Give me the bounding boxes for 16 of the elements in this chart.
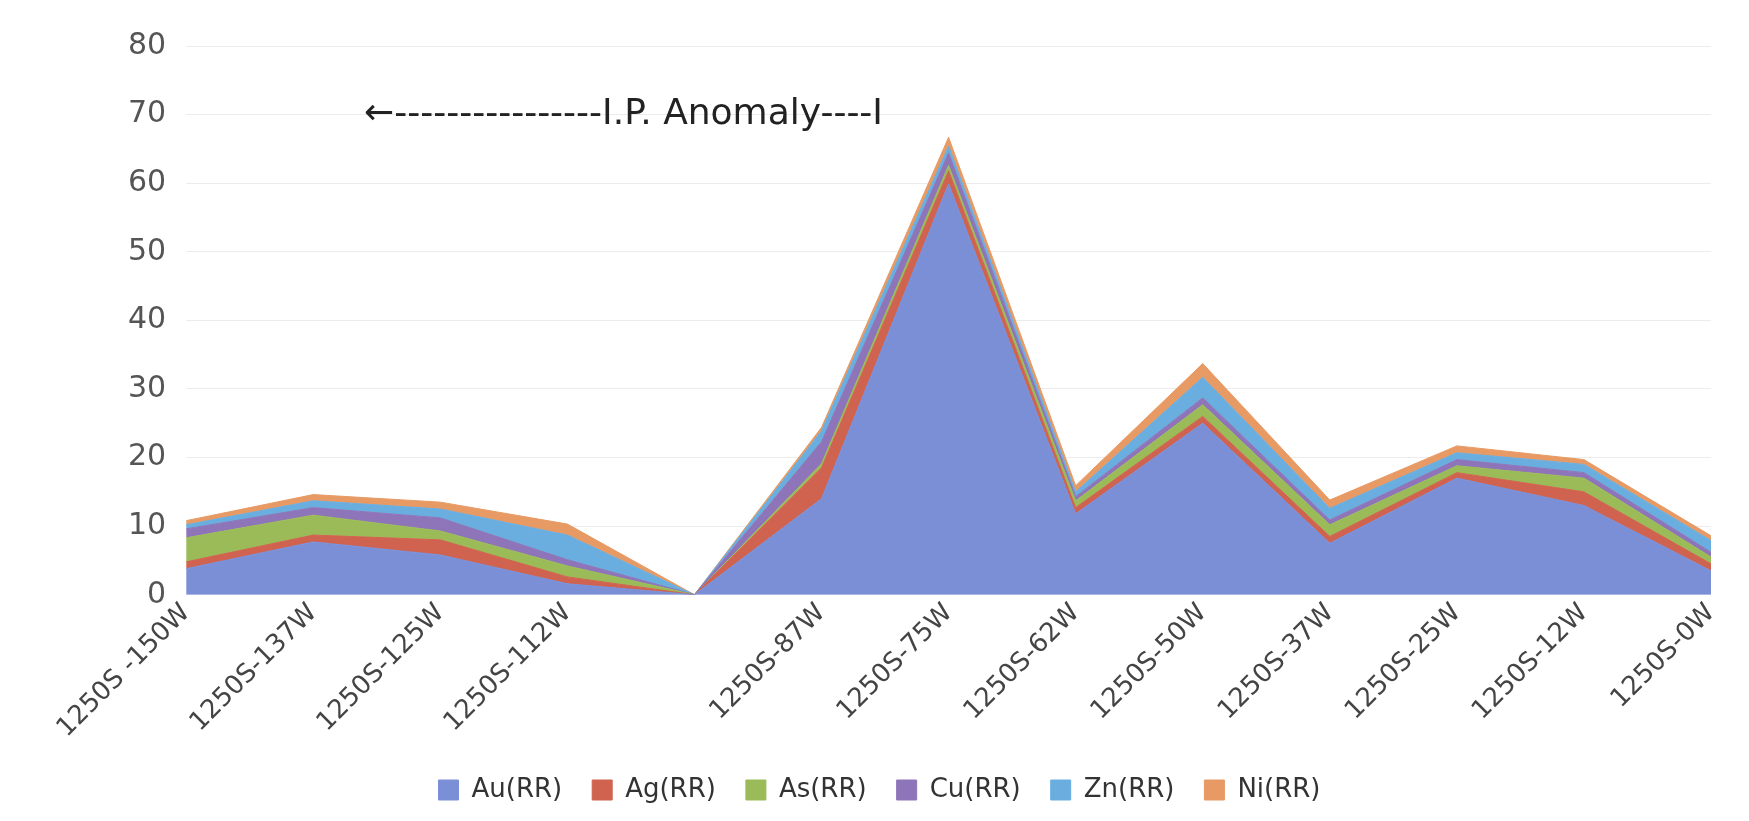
y-tick-label: 40	[127, 300, 167, 336]
y-tick-label: 80	[127, 25, 167, 61]
y-tick-label: 50	[127, 231, 167, 267]
y-tick-label: 30	[127, 368, 167, 404]
legend-label: Au(RR)	[471, 772, 563, 803]
y-tick-label: 10	[127, 505, 167, 541]
y-tick-label: 20	[127, 437, 167, 473]
legend-label: Zn(RR)	[1083, 772, 1175, 803]
y-tick-label: 70	[127, 94, 167, 130]
annotation: ←----------------I.P. Anomaly----I	[364, 90, 883, 132]
legend-label: Ag(RR)	[625, 772, 716, 803]
legend-label: As(RR)	[778, 772, 867, 803]
legend-label: Ni(RR)	[1237, 772, 1321, 803]
y-tick-label: 60	[127, 162, 167, 198]
y-tick-label: 0	[147, 574, 167, 610]
legend-label: Cu(RR)	[929, 772, 1021, 803]
